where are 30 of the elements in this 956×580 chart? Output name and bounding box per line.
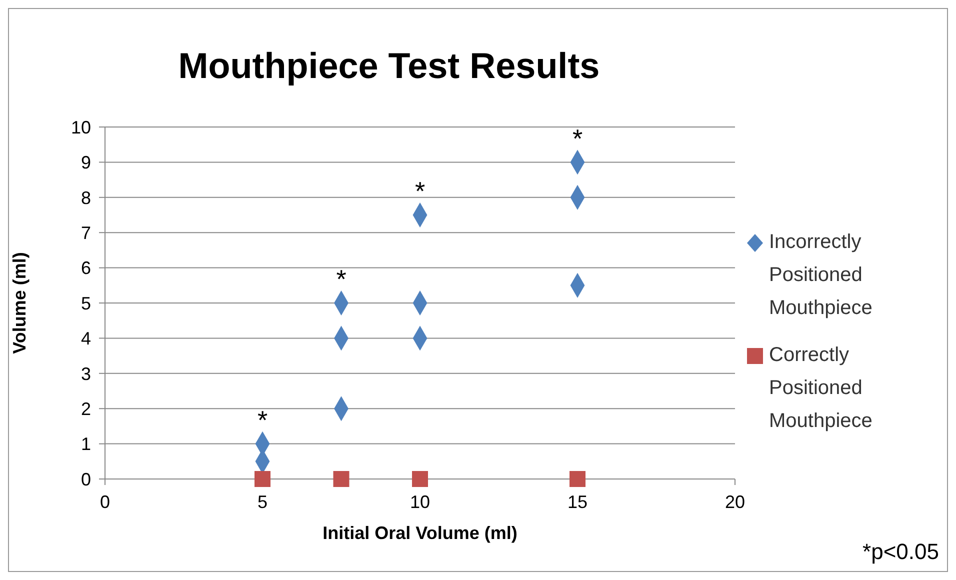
text: *p<0.05 (862, 539, 939, 565)
y-tick-label: 1 (80, 434, 91, 454)
annotation: * (572, 123, 583, 154)
y-tick-label: 3 (80, 364, 91, 384)
y-tick-label: 5 (80, 293, 91, 314)
x-tick-label: 15 (567, 492, 588, 512)
legend-label: Incorrectly Positioned Mouthpiece (769, 230, 874, 321)
x-tick-label: 5 (257, 492, 268, 512)
y-tick-label: 8 (80, 188, 91, 208)
y-tick-label: 6 (80, 258, 91, 278)
point (254, 471, 270, 487)
x-tick-label: 20 (724, 492, 746, 512)
annotation: * (257, 405, 268, 436)
legend-label: Correctly Positioned Mouthpiece (769, 343, 874, 434)
y-tick-label: 2 (80, 398, 91, 419)
chart-title: Mouthpiece Test Results (177, 45, 601, 87)
x-axis-title: Initial Oral Volume (ml) (322, 523, 518, 543)
y-tick-label: 7 (80, 222, 91, 243)
annotation: * (414, 176, 426, 206)
point (570, 471, 586, 487)
y-tick-label: 0 (80, 469, 91, 490)
y-tick-label: 10 (70, 117, 91, 138)
x-tick-label: 10 (410, 492, 430, 512)
point (412, 471, 428, 487)
point (333, 471, 350, 487)
annotation: * (336, 264, 346, 294)
y-axis-title: Volume (ml) (9, 252, 30, 354)
x-tick-label: 0 (100, 492, 110, 512)
y-tick-label: 4 (80, 328, 91, 349)
y-tick-label: 9 (80, 152, 91, 173)
